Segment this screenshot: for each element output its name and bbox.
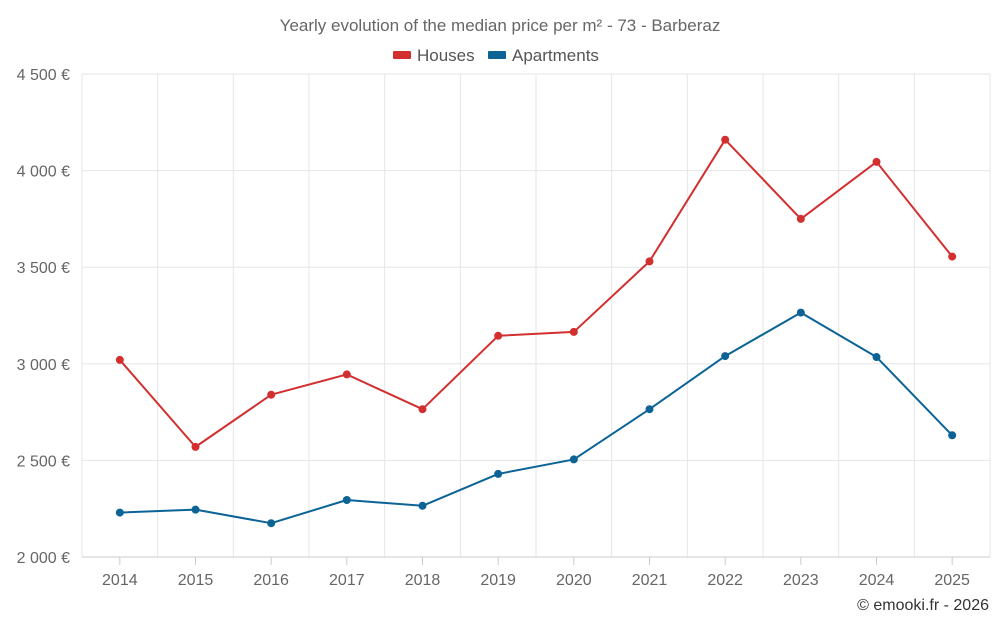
chart-title: Yearly evolution of the median price per… <box>280 16 721 35</box>
x-tick-label: 2022 <box>707 572 743 589</box>
data-point-apartments-2018[interactable] <box>418 501 427 510</box>
data-point-apartments-2025[interactable] <box>948 431 957 440</box>
data-point-houses-2016[interactable] <box>267 390 276 399</box>
data-point-apartments-2024[interactable] <box>872 353 881 362</box>
series-line-houses <box>119 138 953 448</box>
data-point-apartments-2017[interactable] <box>342 496 351 505</box>
y-tick-label: 2 500 € <box>17 453 70 470</box>
data-point-apartments-2020[interactable] <box>569 455 578 464</box>
legend-swatch-houses <box>393 51 411 59</box>
x-tick-label: 2024 <box>859 572 895 589</box>
x-tick-label: 2021 <box>632 572 668 589</box>
data-point-houses-2019[interactable] <box>494 331 503 340</box>
legend-label-apartments[interactable]: Apartments <box>512 46 599 65</box>
data-point-houses-2023[interactable] <box>796 214 805 223</box>
data-point-houses-2017[interactable] <box>342 370 351 379</box>
data-point-houses-2024[interactable] <box>872 157 881 166</box>
data-point-houses-2015[interactable] <box>191 442 200 451</box>
x-tick-label: 2025 <box>934 572 970 589</box>
data-point-apartments-2014[interactable] <box>115 508 124 517</box>
y-tick-label: 3 000 € <box>17 357 70 374</box>
y-tick-label: 2 000 € <box>17 550 70 567</box>
data-point-houses-2022[interactable] <box>721 135 730 144</box>
data-point-apartments-2019[interactable] <box>494 469 503 478</box>
data-point-apartments-2023[interactable] <box>796 308 805 317</box>
data-point-houses-2020[interactable] <box>569 327 578 336</box>
legend: Houses Apartments <box>393 46 599 65</box>
data-point-houses-2018[interactable] <box>418 405 427 414</box>
x-tick-label: 2020 <box>556 572 592 589</box>
y-tick-label: 4 500 € <box>17 67 70 84</box>
data-point-houses-2014[interactable] <box>115 355 124 364</box>
data-point-apartments-2022[interactable] <box>721 352 730 361</box>
legend-swatch-apartments <box>488 51 506 59</box>
x-tick-label: 2016 <box>253 572 289 589</box>
data-point-apartments-2015[interactable] <box>191 505 200 514</box>
x-tick-label: 2018 <box>405 572 441 589</box>
x-tick-label: 2023 <box>783 572 819 589</box>
data-point-apartments-2021[interactable] <box>645 405 654 414</box>
data-point-houses-2021[interactable] <box>645 257 654 266</box>
x-tick-label: 2014 <box>102 572 138 589</box>
y-tick-label: 4 000 € <box>17 164 70 181</box>
legend-label-houses[interactable]: Houses <box>417 46 475 65</box>
series-line-apartments <box>119 311 953 525</box>
credit-text: © emooki.fr - 2026 <box>857 597 989 614</box>
x-tick-label: 2017 <box>329 572 365 589</box>
data-point-apartments-2016[interactable] <box>267 519 276 528</box>
grid <box>81 73 991 558</box>
series-group <box>115 135 957 528</box>
axes: 2 000 € 2 500 € 3 000 € 3 500 € 4 000 € 4 500… <box>17 67 990 589</box>
x-tick-label: 2019 <box>480 572 516 589</box>
y-tick-label: 3 500 € <box>17 260 70 277</box>
x-tick-label: 2015 <box>178 572 214 589</box>
data-point-houses-2025[interactable] <box>948 252 957 261</box>
